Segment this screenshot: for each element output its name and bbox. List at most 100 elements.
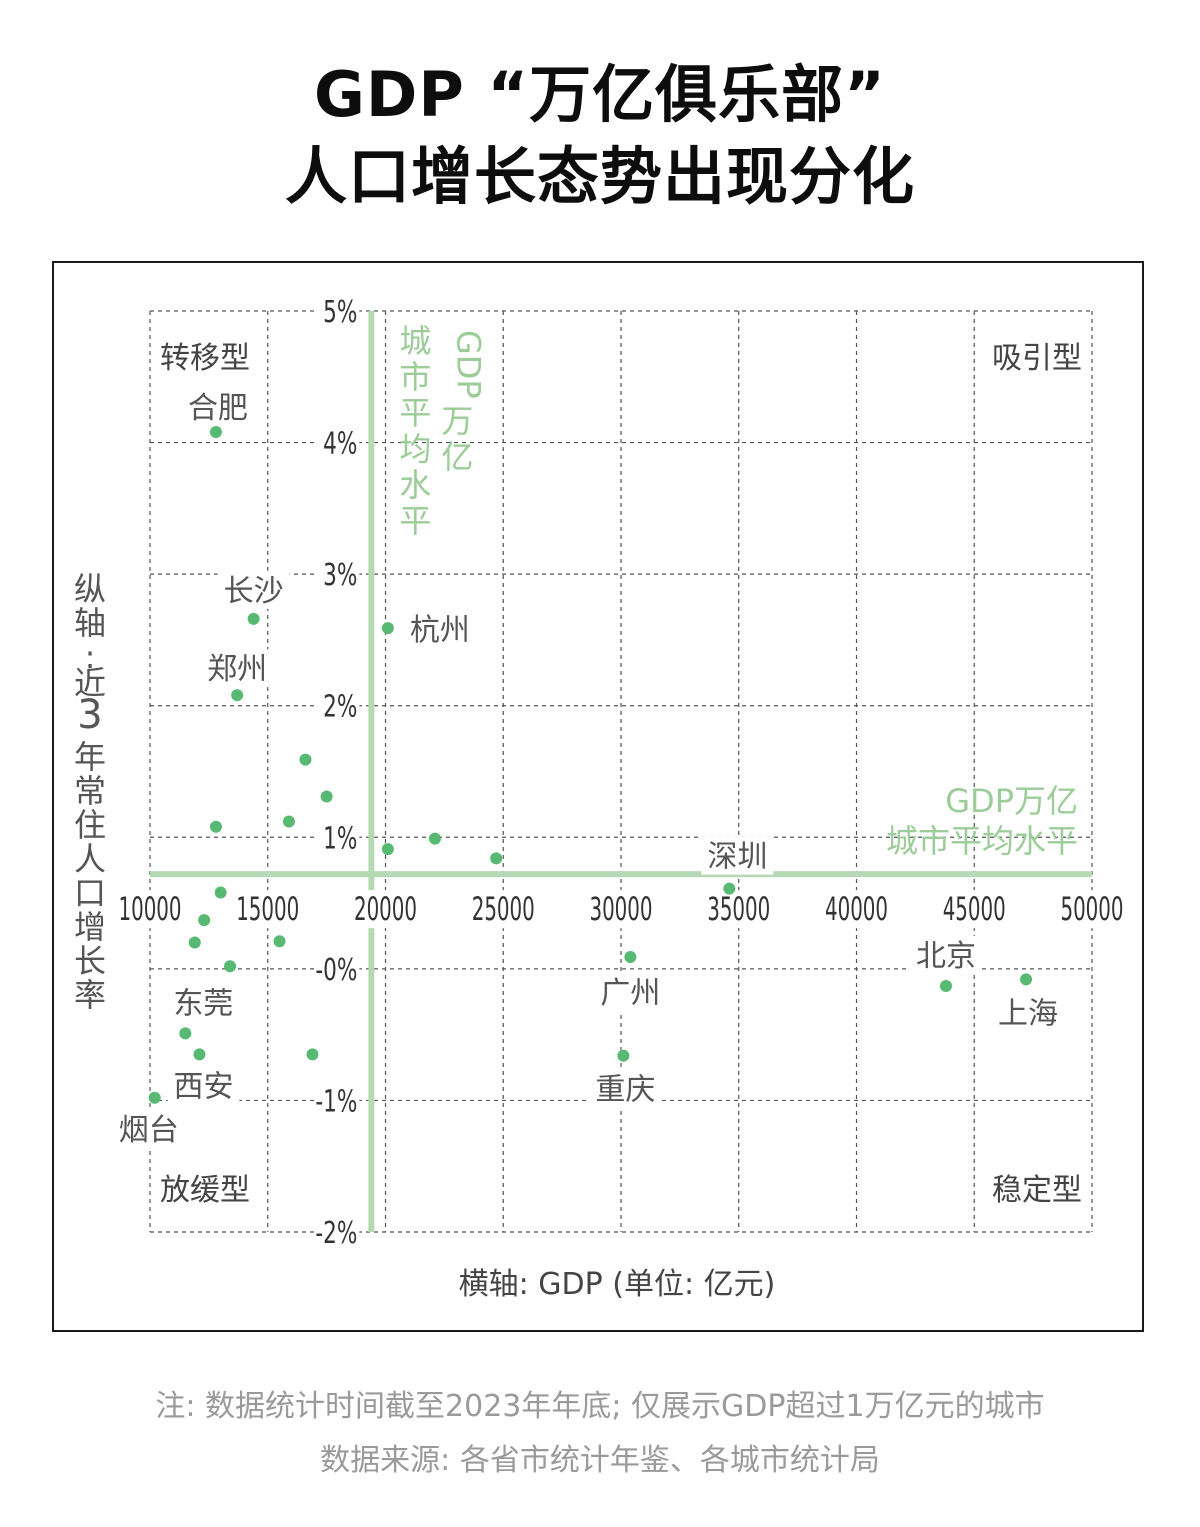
- data-point-23: [617, 1049, 630, 1062]
- y-axis-title-char: 率: [74, 976, 106, 1014]
- avg-gdp-label-char: 平: [399, 502, 431, 540]
- point-label-bg-17: [594, 973, 667, 1012]
- point-label: 北京: [916, 939, 976, 974]
- data-point-7: [209, 820, 222, 833]
- chart-title-line1: GDP “万亿俱乐部”: [314, 58, 886, 131]
- x-tick-label-bg-4: [589, 890, 653, 929]
- x-axis-title: 横轴: GDP (单位: 亿元): [459, 1267, 776, 1302]
- x-tick-label-bg-0: [118, 890, 182, 929]
- point-label-bg-2: [201, 649, 274, 688]
- data-point-5: [320, 790, 333, 803]
- point-label: 郑州: [207, 652, 267, 687]
- y-tick-label-bg-4: [315, 820, 360, 855]
- point-label-bg-18: [909, 935, 982, 974]
- point-label: 深圳: [707, 840, 767, 875]
- point-label-bg-20: [167, 983, 240, 1022]
- y-axis-title-char: 口: [74, 874, 106, 912]
- y-axis-title-char: :: [85, 638, 96, 676]
- y-tick-label: -0%: [315, 953, 357, 987]
- footer-source: 数据来源: 各省市统计年鉴、各城市统计局: [320, 1443, 880, 1478]
- x-tick-label: 30000: [589, 891, 652, 928]
- avg-growth-label-line2: 城市平均水平: [886, 822, 1078, 860]
- data-point-22: [306, 1048, 319, 1061]
- data-point-16: [224, 960, 237, 973]
- data-point-15: [273, 935, 286, 948]
- point-label-bg-19: [992, 993, 1065, 1032]
- quadrant-label-bottom-left: 放缓型: [160, 1173, 250, 1208]
- x-tick-label: 50000: [1060, 891, 1123, 928]
- y-tick-label: 3%: [323, 559, 357, 593]
- point-label-bg-24: [112, 1109, 185, 1148]
- point-label-bg-0: [181, 388, 254, 427]
- avg-gdp-label-gdp: GDP: [449, 330, 487, 399]
- x-tick-label: 40000: [825, 891, 888, 928]
- data-point-2: [231, 689, 244, 702]
- point-label: 上海: [998, 996, 1058, 1031]
- x-tick-label: 20000: [354, 891, 417, 928]
- avg-gdp-label-char: 万: [441, 402, 473, 440]
- avg-gdp-label-char: 市: [399, 358, 431, 396]
- point-label: 西安: [173, 1069, 233, 1104]
- point-label-bg-23: [589, 1069, 662, 1108]
- y-axis-title-char: 年: [74, 738, 106, 776]
- x-tick-label-bg-3: [471, 890, 536, 929]
- x-tick-label-bg-6: [824, 890, 889, 929]
- chart-title-line2: 人口增长态势出现分化: [284, 140, 915, 213]
- avg-gdp-label-char: 平: [399, 394, 431, 432]
- y-tick-label: 2%: [323, 690, 357, 724]
- y-axis-title-char: 人: [74, 840, 106, 878]
- y-tick-label: 5%: [323, 296, 357, 330]
- x-tick-label: 35000: [707, 891, 770, 928]
- y-tick-label: 1%: [323, 822, 357, 856]
- y-tick-label-bg-5: [315, 951, 360, 986]
- y-axis-title-char: 纵: [74, 570, 106, 608]
- avg-gdp-label-char: 亿: [441, 438, 473, 476]
- point-label-bg-3: [405, 610, 478, 649]
- y-axis-title-char: 长: [74, 942, 106, 980]
- avg-gdp-label-char: 均: [399, 430, 431, 468]
- x-tick-label: 10000: [118, 891, 181, 928]
- y-tick-label: 4%: [323, 427, 357, 461]
- data-point-12: [214, 886, 227, 899]
- data-point-11: [723, 882, 736, 895]
- y-axis-title-char: 住: [74, 806, 106, 844]
- data-point-18: [939, 979, 952, 992]
- x-tick-label-bg-8: [1060, 890, 1124, 929]
- x-tick-label-bg-7: [942, 890, 1007, 929]
- chart-frame: [52, 261, 1144, 1332]
- x-tick-label: 25000: [472, 891, 535, 928]
- data-point-6: [282, 815, 295, 828]
- y-tick-label-bg-0: [315, 294, 360, 328]
- data-point-3: [381, 622, 394, 635]
- point-label-bg-1: [217, 570, 290, 609]
- y-axis-title-char: 近: [74, 664, 106, 702]
- point-label-bg-11: [701, 836, 774, 875]
- data-point-14: [188, 936, 201, 949]
- data-point-13: [198, 914, 211, 927]
- quadrant-label-top-left: 转移型: [160, 341, 250, 376]
- y-tick-label-bg-6: [315, 1083, 360, 1118]
- point-label: 合肥: [188, 391, 248, 426]
- data-point-4: [299, 753, 312, 766]
- data-point-0: [209, 426, 222, 439]
- quadrant-label-bottom-right: 稳定型: [992, 1173, 1082, 1208]
- footer-note: 注: 数据统计时间截至2023年年底; 仅展示GDP超过1万亿元的城市: [155, 1389, 1045, 1424]
- y-tick-label: -2%: [315, 1217, 357, 1251]
- point-label: 重庆: [595, 1073, 655, 1108]
- data-point-21: [193, 1048, 206, 1061]
- data-point-19: [1020, 973, 1033, 986]
- y-axis-title-char: 增: [74, 908, 106, 946]
- data-point-20: [179, 1027, 192, 1040]
- data-point-17: [624, 951, 637, 964]
- point-label-bg-21: [167, 1066, 240, 1105]
- x-tick-label: 45000: [943, 891, 1006, 928]
- y-tick-label: -1%: [315, 1085, 357, 1119]
- y-axis-title-char: 3: [77, 692, 102, 738]
- point-label: 东莞: [173, 986, 233, 1021]
- y-tick-label-bg-7: [315, 1215, 360, 1249]
- point-label: 广州: [600, 976, 660, 1011]
- x-tick-label-bg-5: [706, 890, 771, 929]
- point-label: 烟台: [119, 1113, 179, 1148]
- y-tick-label-bg-2: [315, 557, 360, 592]
